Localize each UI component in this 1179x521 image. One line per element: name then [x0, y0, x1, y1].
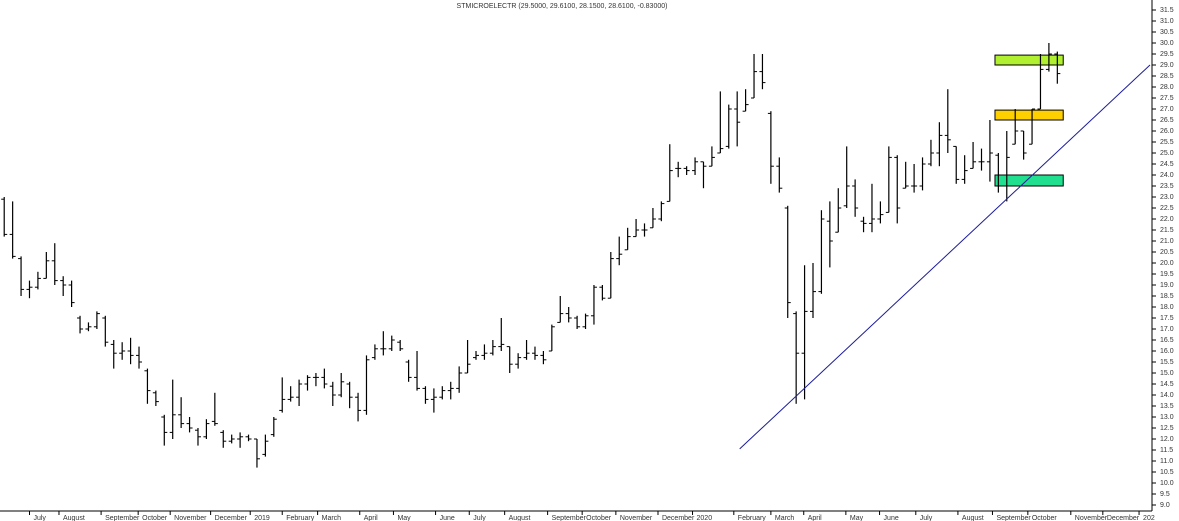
y-tick-label: 13.0 [1160, 414, 1174, 421]
zone [994, 54, 1064, 66]
y-tick-label: 25.5 [1160, 139, 1174, 146]
y-tick-label: 11.0 [1160, 458, 1173, 465]
x-tick-label: August [509, 515, 531, 521]
y-tick-label: 20.5 [1160, 249, 1174, 256]
y-tick-label: 9.5 [1160, 491, 1170, 498]
y-tick-label: 23.0 [1160, 194, 1174, 201]
y-tick-label: 10.0 [1160, 480, 1174, 487]
y-tick-label: 23.5 [1160, 183, 1174, 190]
y-tick-label: 17.0 [1160, 326, 1174, 333]
y-tick-label: 14.0 [1160, 392, 1174, 399]
y-tick-label: 27.0 [1160, 106, 1174, 113]
x-tick-label: November [174, 515, 207, 521]
chart-title: STMICROELECTR (29.5000, 29.6100, 28.1500… [457, 3, 668, 10]
y-tick-label: 28.0 [1160, 84, 1174, 91]
x-tick-label: September [105, 515, 140, 521]
y-tick-label: 13.5 [1160, 403, 1174, 410]
y-tick-label: 10.5 [1160, 469, 1174, 476]
y-tick-label: 22.5 [1160, 205, 1174, 212]
y-tick-label: 18.0 [1160, 304, 1174, 311]
y-tick-label: 30.5 [1160, 29, 1174, 36]
x-tick-label: March [322, 515, 342, 521]
x-tick-label: October [586, 515, 612, 521]
x-tick-label: December [662, 515, 695, 521]
y-tick-label: 31.0 [1160, 18, 1174, 25]
y-tick-label: 20.0 [1160, 260, 1174, 267]
y-tick-label: 30.0 [1160, 40, 1174, 47]
y-tick-label: 16.0 [1160, 348, 1174, 355]
y-tick-label: 15.0 [1160, 370, 1174, 377]
y-tick-label: 11.5 [1160, 447, 1173, 454]
x-tick-label: August [63, 515, 85, 521]
x-tick-label: July [920, 515, 933, 521]
y-tick-label: 26.0 [1160, 128, 1174, 135]
y-tick-label: 19.0 [1160, 282, 1174, 289]
y-tick-label: 24.0 [1160, 172, 1174, 179]
y-tick-label: 22.0 [1160, 216, 1174, 223]
y-tick-label: 14.5 [1160, 381, 1174, 388]
x-tick-label: December [1107, 515, 1140, 521]
x-tick-label: March [775, 515, 795, 521]
x-tick-label: April [808, 515, 822, 521]
x-tick-label: June [440, 515, 455, 521]
x-tick-label: 202 [1143, 515, 1155, 521]
x-tick-label: November [1075, 515, 1108, 521]
x-tick-label: October [1032, 515, 1058, 521]
x-tick-label: 2019 [254, 515, 270, 521]
x-tick-label: September [552, 515, 587, 521]
y-tick-label: 17.5 [1160, 315, 1174, 322]
x-tick-label: November [620, 515, 653, 521]
x-tick-label: 2020 [697, 515, 713, 521]
y-tick-label: 29.5 [1160, 51, 1174, 58]
x-tick-label: October [142, 515, 168, 521]
y-tick-label: 27.5 [1160, 95, 1174, 102]
y-tick-label: 18.5 [1160, 293, 1174, 300]
y-tick-label: 15.5 [1160, 359, 1174, 366]
x-tick-label: December [215, 515, 248, 521]
y-tick-label: 21.5 [1160, 227, 1174, 234]
x-tick-label: July [473, 515, 486, 521]
y-tick-label: 28.5 [1160, 73, 1174, 80]
x-tick-label: February [286, 515, 315, 521]
y-tick-label: 25.0 [1160, 150, 1174, 157]
y-tick-label: 31.5 [1160, 7, 1174, 14]
x-tick-label: May [850, 515, 864, 521]
x-tick-label: April [364, 515, 378, 521]
y-tick-label: 29.0 [1160, 62, 1174, 69]
y-tick-label: 19.5 [1160, 271, 1174, 278]
x-tick-label: February [738, 515, 767, 521]
y-tick-label: 24.5 [1160, 161, 1174, 168]
zone [994, 174, 1064, 187]
y-tick-label: 12.5 [1160, 425, 1174, 432]
x-tick-label: August [962, 515, 984, 521]
x-tick-label: July [33, 515, 46, 521]
y-tick-label: 21.0 [1160, 238, 1174, 245]
x-tick-label: May [397, 515, 411, 521]
y-tick-label: 12.0 [1160, 436, 1174, 443]
y-tick-label: 9.0 [1160, 502, 1170, 509]
trendline [739, 64, 1151, 450]
zone [994, 109, 1064, 121]
x-tick-label: June [884, 515, 899, 521]
y-tick-label: 16.5 [1160, 337, 1174, 344]
y-tick-label: 26.5 [1160, 117, 1174, 124]
x-tick-label: September [996, 515, 1031, 521]
